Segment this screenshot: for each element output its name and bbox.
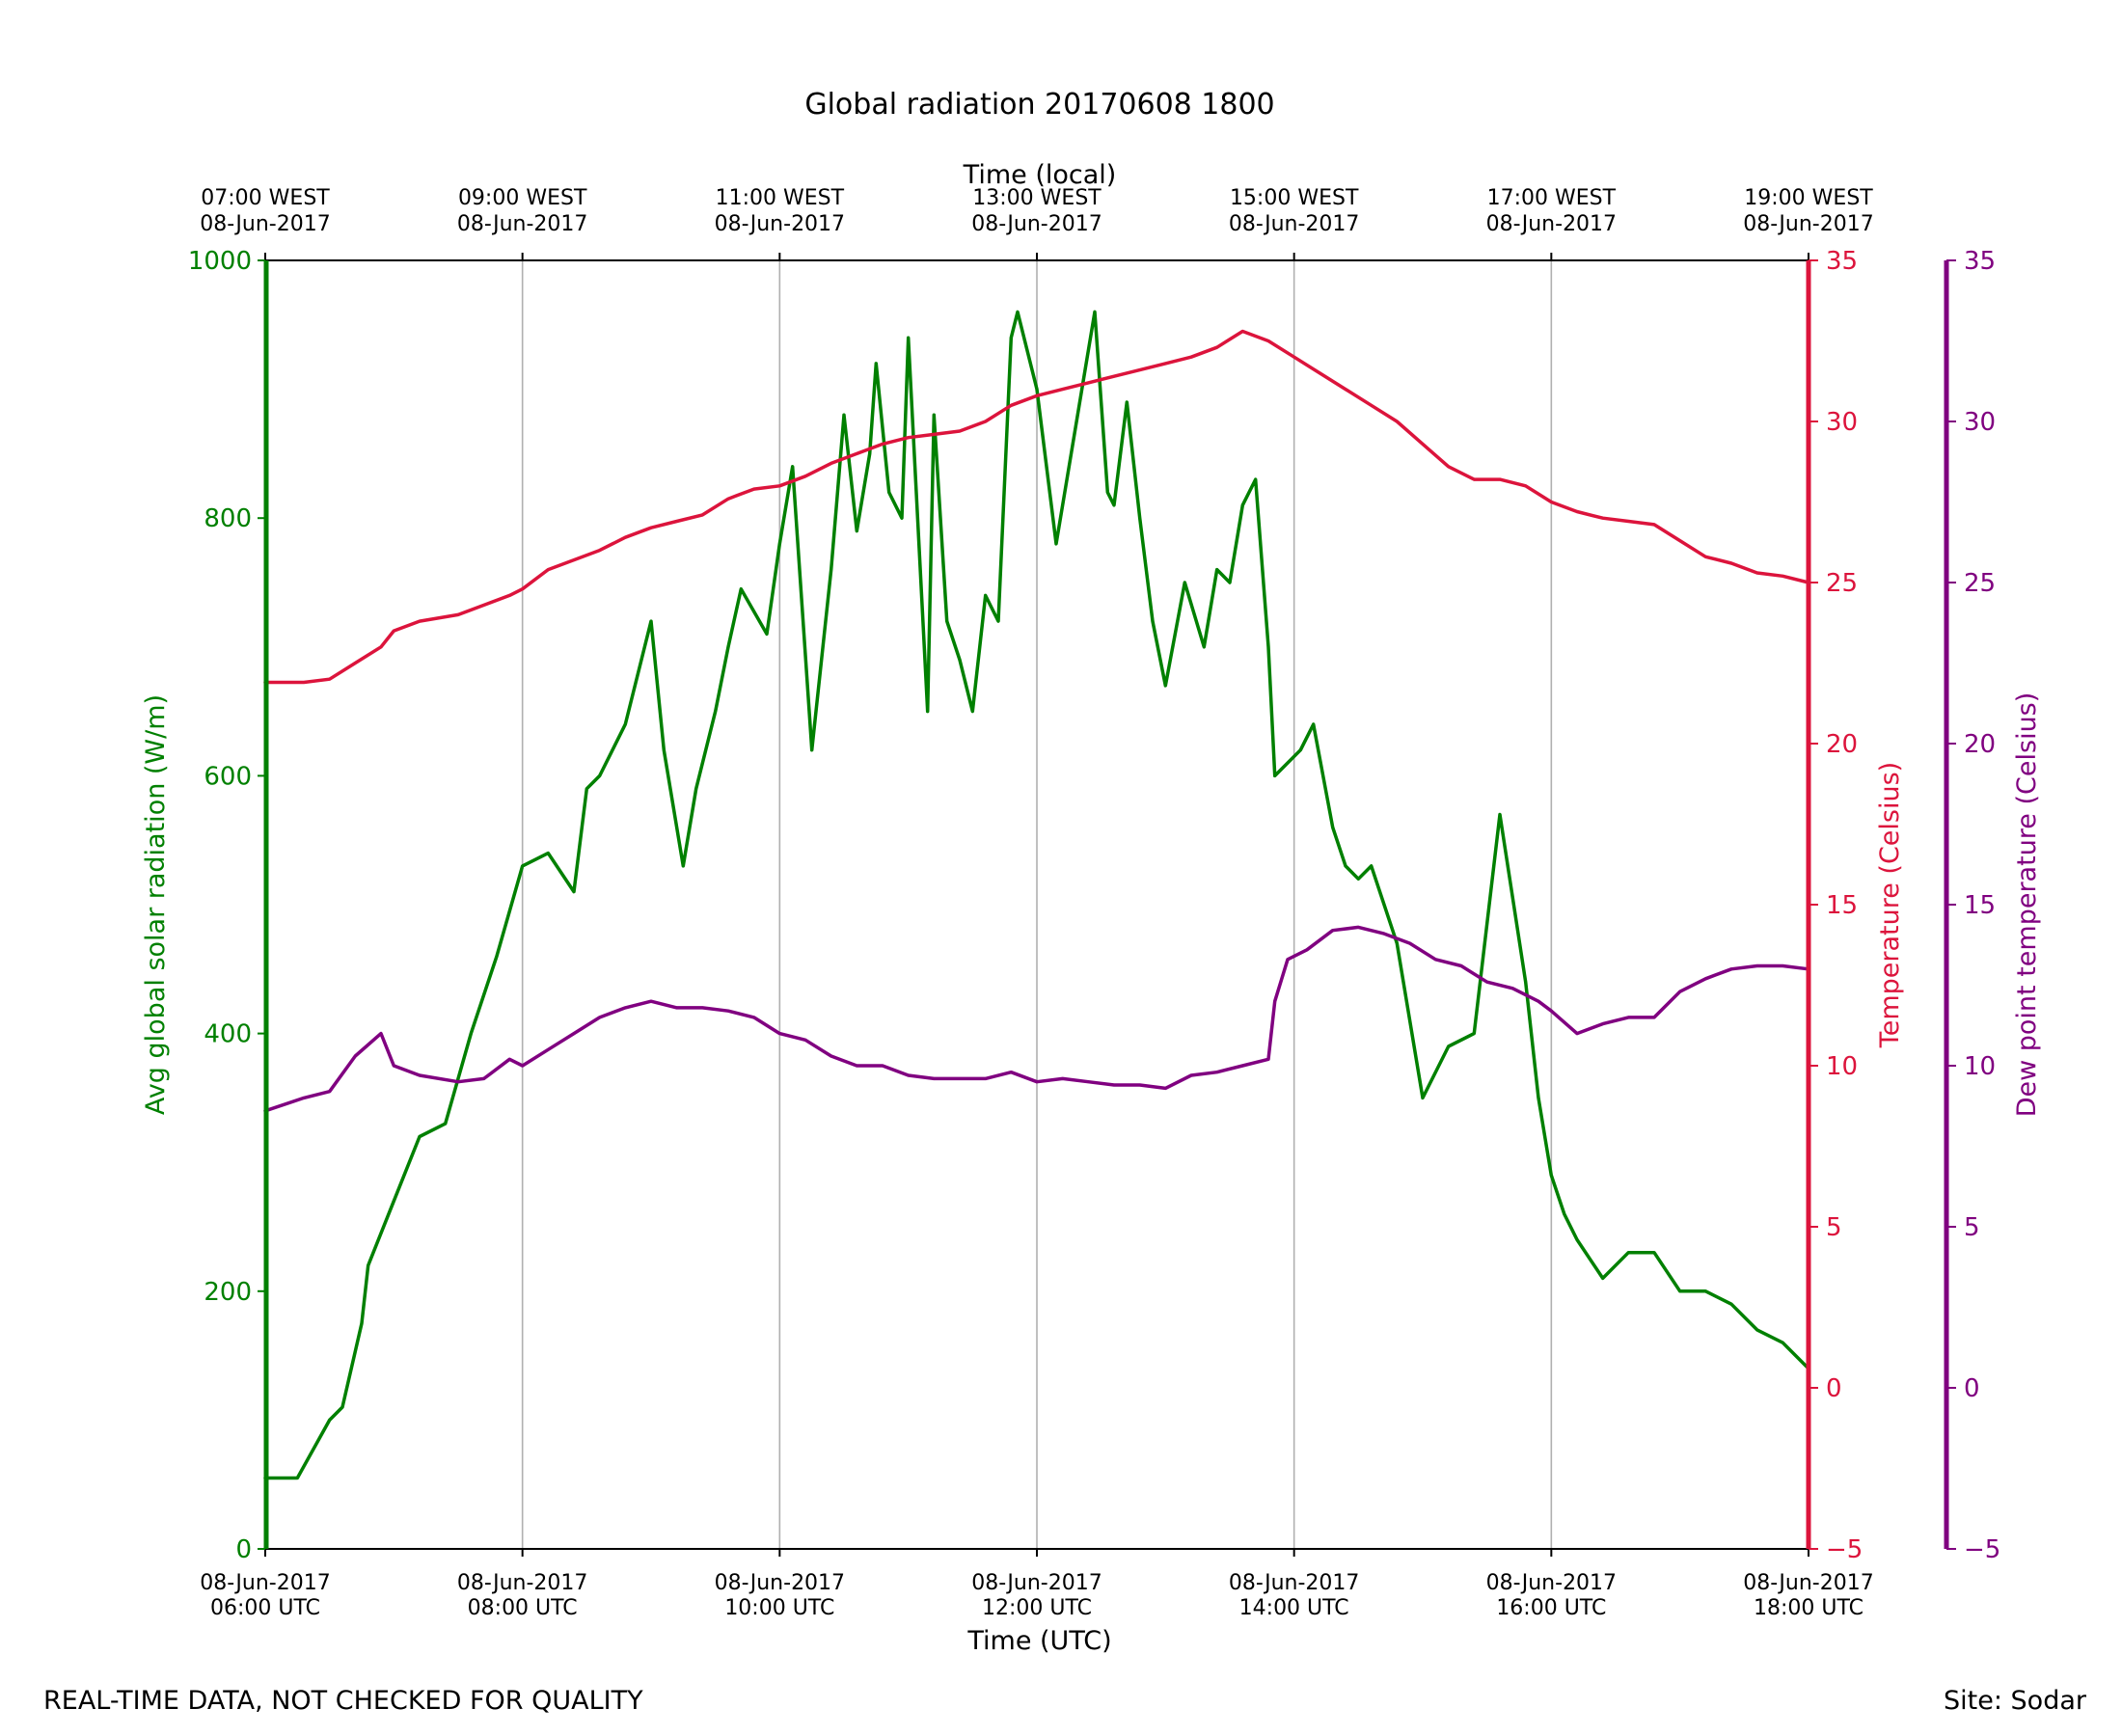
series-line-temperature <box>263 329 1810 685</box>
y-left-tick-label: 400 <box>204 1020 252 1049</box>
x-tick-label-time: 14:00 UTC <box>1239 1596 1349 1620</box>
y-right-tick-label: 0 <box>1826 1374 1842 1403</box>
x-tick-label-time: 18:00 UTC <box>1754 1596 1864 1620</box>
x-tick-label-time: 16:00 UTC <box>1496 1596 1606 1620</box>
x-axis-bottom-label: Time (UTC) <box>966 1626 1111 1656</box>
y-right-tick-label: 10 <box>1826 1052 1858 1081</box>
y-right-tick-label: −5 <box>1826 1535 1863 1564</box>
y-far-tick-label: 20 <box>1964 730 1996 759</box>
x-axis-top-label: Time (local) <box>963 160 1117 190</box>
x-tick-label-date: 08-Jun-2017 <box>971 1571 1102 1595</box>
y-axis-far-right-ticks: −5 0 5 10 15 20 25 30 35 <box>1946 247 2000 1564</box>
y-right-tick-label: 20 <box>1826 730 1858 759</box>
y-far-tick-label: 30 <box>1964 408 1996 437</box>
x-tick-label-time: 10:00 UTC <box>724 1596 834 1620</box>
y-far-tick-label: −5 <box>1964 1535 2000 1564</box>
site-note: Site: Sodar <box>1944 1686 2087 1716</box>
x-tick-label-time: 08:00 UTC <box>468 1596 578 1620</box>
y-far-tick-label: 25 <box>1964 569 1996 598</box>
y-far-tick-label: 0 <box>1964 1374 1980 1403</box>
y-axis-left-ticks: 0 200 400 600 800 1000 <box>188 247 265 1564</box>
y-left-tick-label: 600 <box>204 762 252 791</box>
x-tick-label-date: 08-Jun-2017 <box>457 1571 587 1595</box>
y-left-tick-label: 800 <box>204 504 252 533</box>
y-right-tick-label: 15 <box>1826 891 1858 920</box>
data-quality-note: REAL-TIME DATA, NOT CHECKED FOR QUALITY <box>43 1686 643 1716</box>
y-axis-right-ticks: −5 0 5 10 15 20 25 30 35 <box>1809 247 1863 1564</box>
x-top-tick-label-time: 11:00 WEST <box>716 186 845 210</box>
y-right-tick-label: 35 <box>1826 247 1858 276</box>
x-top-tick-label-date: 08-Jun-2017 <box>971 212 1102 236</box>
y-right-tick-label: 30 <box>1826 408 1858 437</box>
x-tick-label-date: 08-Jun-2017 <box>1486 1571 1617 1595</box>
x-top-tick-label-date: 08-Jun-2017 <box>200 212 330 236</box>
x-top-tick-label-time: 07:00 WEST <box>201 186 330 210</box>
y-far-tick-label: 15 <box>1964 891 1996 920</box>
x-top-tick-label-date: 08-Jun-2017 <box>715 212 845 236</box>
y-far-tick-label: 5 <box>1964 1213 1980 1242</box>
y-axis-right-label: Temperature (Celsius) <box>1875 762 1905 1048</box>
x-tick-label-date: 08-Jun-2017 <box>200 1571 330 1595</box>
x-top-tick-label-time: 19:00 WEST <box>1744 186 1873 210</box>
x-top-tick-label-time: 17:00 WEST <box>1487 186 1617 210</box>
x-top-tick-label-date: 08-Jun-2017 <box>457 212 587 236</box>
x-top-tick-label-date: 08-Jun-2017 <box>1229 212 1359 236</box>
y-left-tick-label: 1000 <box>188 247 252 276</box>
x-tick-label-date: 08-Jun-2017 <box>1229 1571 1359 1595</box>
x-top-tick-label-date: 08-Jun-2017 <box>1743 212 1873 236</box>
series-line-dewpoint <box>263 925 1810 1113</box>
x-top-tick-label-time: 13:00 WEST <box>972 186 1102 210</box>
x-top-tick-label-time: 09:00 WEST <box>458 186 587 210</box>
y-axis-far-right-label: Dew point temperature (Celsius) <box>2012 692 2042 1118</box>
series-line-radiation <box>263 310 1810 1480</box>
y-right-tick-label: 5 <box>1826 1213 1842 1242</box>
y-left-tick-label: 0 <box>235 1535 252 1564</box>
grid-lines <box>521 260 1553 1549</box>
y-axis-left-label: Avg global solar radiation (W/m) <box>141 694 171 1115</box>
x-tick-label-time: 12:00 UTC <box>982 1596 1092 1620</box>
x-tick-label-date: 08-Jun-2017 <box>715 1571 845 1595</box>
x-top-tick-label-date: 08-Jun-2017 <box>1486 212 1617 236</box>
y-far-tick-label: 35 <box>1964 247 1996 276</box>
y-right-tick-label: 25 <box>1826 569 1858 598</box>
x-tick-label-time: 06:00 UTC <box>210 1596 320 1620</box>
x-tick-label-date: 08-Jun-2017 <box>1743 1571 1873 1595</box>
series-layer <box>263 310 1810 1480</box>
y-left-tick-label: 200 <box>204 1278 252 1307</box>
chart-title: Global radiation 20170608 1800 <box>804 88 1274 122</box>
x-top-tick-label-time: 15:00 WEST <box>1230 186 1359 210</box>
y-far-tick-label: 10 <box>1964 1052 1996 1081</box>
